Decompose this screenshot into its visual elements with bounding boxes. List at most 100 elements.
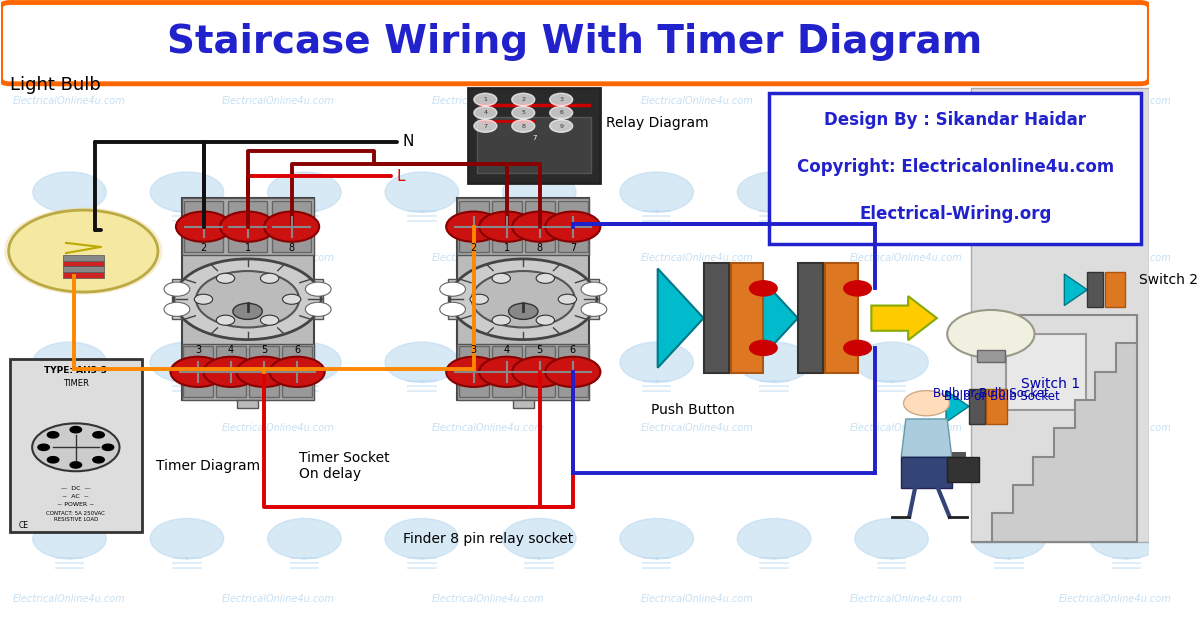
Text: TYPE: AH3-3: TYPE: AH3-3	[44, 366, 107, 375]
Circle shape	[536, 315, 554, 325]
Circle shape	[479, 357, 534, 387]
Text: L: L	[397, 169, 406, 184]
Bar	[1104, 272, 1126, 307]
Circle shape	[164, 302, 190, 316]
Bar	[62, 255, 104, 261]
Bar	[457, 198, 589, 400]
Polygon shape	[752, 268, 798, 368]
FancyArrow shape	[871, 296, 937, 340]
Bar	[313, 279, 323, 299]
Bar	[184, 201, 223, 252]
Text: Switch 1: Switch 1	[1021, 377, 1080, 391]
Bar	[703, 263, 728, 373]
Bar	[181, 198, 313, 255]
Circle shape	[854, 518, 929, 559]
Bar	[282, 346, 312, 398]
Circle shape	[474, 106, 497, 119]
Circle shape	[385, 342, 458, 382]
Circle shape	[170, 357, 226, 387]
Bar	[271, 201, 312, 252]
Bar	[1006, 334, 1086, 410]
Text: Push Button: Push Button	[652, 403, 736, 416]
Bar	[181, 343, 313, 400]
Circle shape	[854, 342, 929, 382]
Text: 8: 8	[521, 123, 526, 129]
Text: Light Bulb: Light Bulb	[10, 76, 101, 94]
Bar	[216, 346, 246, 398]
Circle shape	[305, 282, 331, 296]
Text: ElectricalOnline4u.com: ElectricalOnline4u.com	[13, 593, 126, 604]
Circle shape	[620, 518, 694, 559]
Circle shape	[737, 518, 811, 559]
Bar	[589, 299, 599, 319]
Circle shape	[1090, 342, 1163, 382]
Polygon shape	[1064, 274, 1087, 306]
Text: 2: 2	[521, 97, 526, 102]
Bar	[971, 88, 1150, 542]
Bar	[492, 346, 522, 398]
Bar	[558, 346, 588, 398]
Bar	[62, 272, 104, 278]
Circle shape	[8, 210, 158, 292]
Text: ElectricalOnline4u.com: ElectricalOnline4u.com	[1058, 423, 1171, 433]
Bar	[458, 346, 488, 398]
Circle shape	[479, 212, 534, 242]
Circle shape	[236, 357, 292, 387]
Bar	[448, 279, 457, 299]
Circle shape	[446, 357, 502, 387]
Text: ElectricalOnline4u.com: ElectricalOnline4u.com	[641, 96, 754, 106]
Circle shape	[972, 518, 1045, 559]
Circle shape	[854, 172, 929, 212]
Bar	[448, 299, 457, 319]
Bar	[524, 346, 554, 398]
Circle shape	[5, 208, 162, 294]
Bar	[236, 400, 258, 408]
Bar	[986, 389, 1007, 424]
Bar	[512, 400, 534, 408]
Text: 1: 1	[245, 243, 251, 253]
Circle shape	[38, 444, 49, 450]
Bar	[313, 299, 323, 319]
Bar	[458, 201, 488, 252]
Bar	[901, 457, 952, 488]
Text: RESISTIVE LOAD: RESISTIVE LOAD	[54, 517, 98, 522]
Circle shape	[492, 315, 510, 325]
Circle shape	[70, 427, 82, 433]
Circle shape	[32, 423, 120, 471]
Bar	[492, 201, 522, 252]
Text: Bulb or Bulb Socket: Bulb or Bulb Socket	[932, 387, 1049, 400]
Polygon shape	[901, 419, 952, 457]
Bar	[173, 279, 181, 299]
Text: Electrical-Wiring.org: Electrical-Wiring.org	[859, 205, 1051, 223]
Circle shape	[620, 172, 694, 212]
Bar	[558, 201, 588, 252]
Text: Bulb or Bulb Socket: Bulb or Bulb Socket	[944, 391, 1060, 403]
Circle shape	[558, 294, 576, 304]
Circle shape	[737, 342, 811, 382]
Bar	[250, 346, 278, 398]
Circle shape	[511, 120, 535, 132]
Circle shape	[439, 302, 466, 316]
Circle shape	[844, 281, 871, 296]
Circle shape	[972, 172, 1045, 212]
Text: ElectricalOnline4u.com: ElectricalOnline4u.com	[431, 253, 544, 263]
Text: ElectricalOnline4u.com: ElectricalOnline4u.com	[431, 593, 544, 604]
Text: 5: 5	[260, 345, 268, 355]
Text: ElectricalOnline4u.com: ElectricalOnline4u.com	[1058, 593, 1171, 604]
Circle shape	[450, 259, 596, 340]
Text: 7: 7	[532, 135, 536, 141]
Circle shape	[150, 518, 223, 559]
Text: 6: 6	[294, 345, 300, 355]
Circle shape	[216, 315, 235, 325]
Bar	[468, 88, 600, 183]
Circle shape	[32, 342, 107, 382]
Text: ElectricalOnline4u.com: ElectricalOnline4u.com	[13, 96, 126, 106]
Polygon shape	[658, 268, 703, 368]
Circle shape	[750, 281, 778, 296]
Circle shape	[511, 106, 535, 119]
Text: ElectricalOnline4u.com: ElectricalOnline4u.com	[431, 96, 544, 106]
Bar	[457, 343, 589, 400]
Circle shape	[216, 273, 235, 284]
Bar	[173, 299, 181, 319]
Circle shape	[439, 282, 466, 296]
